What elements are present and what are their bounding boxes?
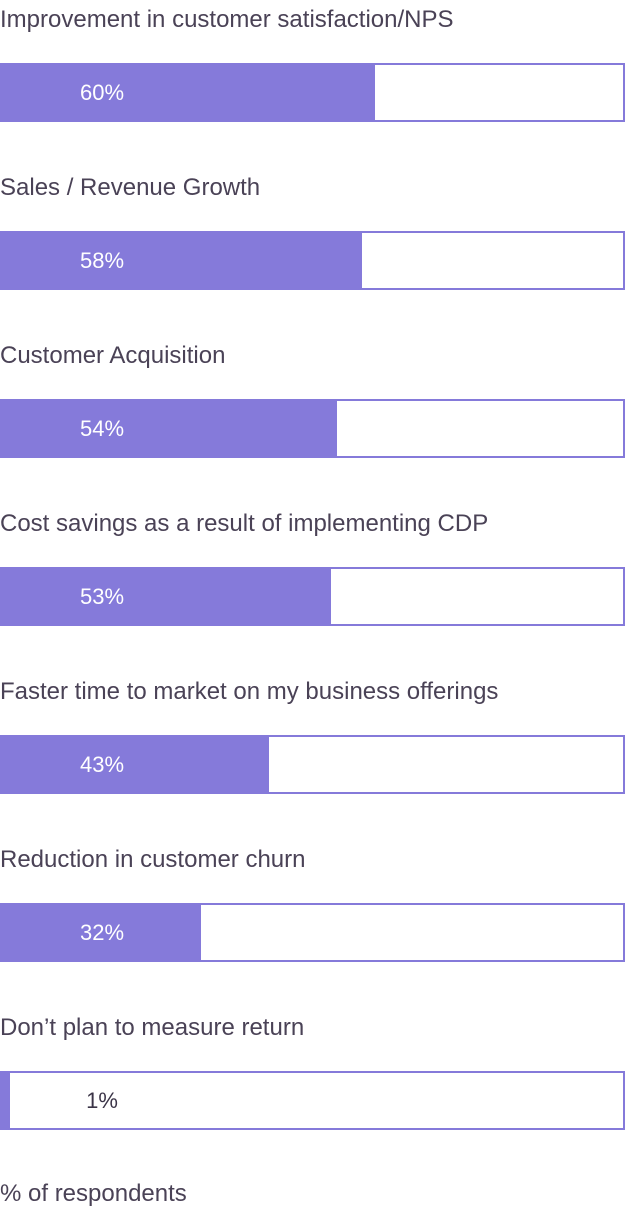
bar-track: 58% <box>0 231 625 290</box>
bar-row: Customer Acquisition 54% <box>0 336 625 504</box>
bar <box>2 905 201 960</box>
bar <box>2 233 363 288</box>
value-label: 43% <box>79 752 125 777</box>
value-label: 60% <box>79 80 125 105</box>
value-label: 58% <box>79 248 125 273</box>
bar <box>2 737 270 792</box>
bar <box>2 65 375 120</box>
category-label: Sales / Revenue Growth <box>0 174 261 201</box>
bar-track: 32% <box>0 903 625 962</box>
bar-row: Improvement in customer satisfaction/NPS… <box>0 0 625 168</box>
bar-row: Reduction in customer churn 32% <box>0 840 625 1008</box>
value-label: 53% <box>79 584 125 609</box>
category-label: Don’t plan to measure return <box>0 1014 305 1041</box>
category-label: Cost savings as a result of implementing… <box>0 510 489 537</box>
category-label: Reduction in customer churn <box>0 846 306 873</box>
bar-track: 1% <box>0 1071 625 1130</box>
value-label: 1% <box>86 1088 118 1113</box>
value-label: 54% <box>79 416 125 441</box>
bar <box>2 569 332 624</box>
axis-label: % of respondents <box>0 1180 187 1207</box>
bar-track: 54% <box>0 399 625 458</box>
bar <box>2 401 338 456</box>
category-label: Improvement in customer satisfaction/NPS <box>0 6 454 33</box>
bar-row: Faster time to market on my business off… <box>0 672 625 840</box>
bar-track: 60% <box>0 63 625 122</box>
value-label: 32% <box>79 920 125 945</box>
bar-row: Don’t plan to measure return 1% <box>0 1008 625 1176</box>
category-label: Customer Acquisition <box>0 342 226 369</box>
bar-row: Cost savings as a result of implementing… <box>0 504 625 672</box>
bar <box>2 1073 10 1128</box>
bar-track: 53% <box>0 567 625 626</box>
bar-row: Sales / Revenue Growth 58% <box>0 168 625 336</box>
category-label: Faster time to market on my business off… <box>0 678 499 705</box>
bar-track: 43% <box>0 735 625 794</box>
